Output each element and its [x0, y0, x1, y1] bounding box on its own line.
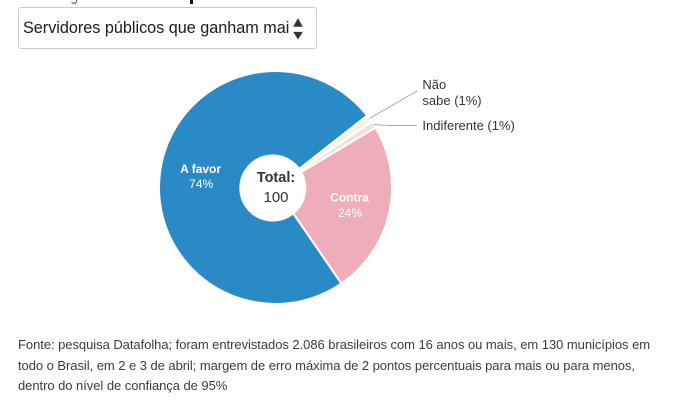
svg-text:Indiferente (1%): Indiferente (1%): [422, 118, 515, 133]
svg-text:74%: 74%: [189, 177, 213, 191]
svg-text:24%: 24%: [338, 206, 362, 220]
svg-text:100: 100: [263, 189, 288, 206]
svg-text:Não: Não: [422, 77, 446, 92]
svg-text:sabe (1%): sabe (1%): [422, 93, 481, 108]
svg-text:Contra: Contra: [330, 191, 369, 205]
svg-text:Total:: Total:: [257, 170, 295, 186]
svg-text:A favor: A favor: [180, 162, 221, 176]
